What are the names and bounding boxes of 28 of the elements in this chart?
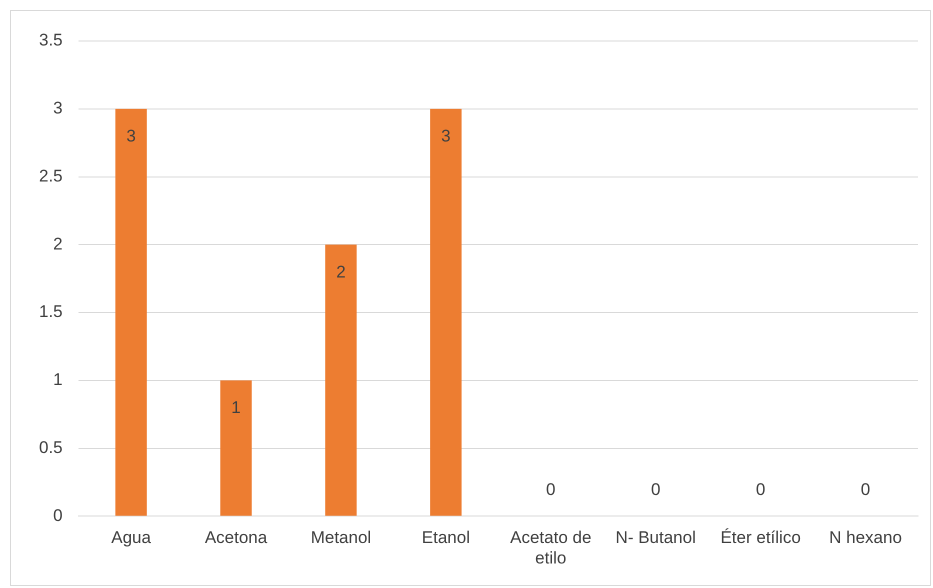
y-tick-label: 1 (53, 370, 63, 390)
data-label: 1 (231, 398, 241, 418)
bar (430, 108, 462, 516)
data-label: 0 (650, 480, 660, 499)
y-tick-label: 3 (53, 98, 63, 118)
x-tick-label: Acetato de etilo (510, 528, 592, 568)
x-tick-label: Metanol (310, 528, 372, 548)
data-label: 3 (441, 126, 451, 146)
y-tick-label: 0.5 (38, 438, 63, 457)
x-tick-label: Acetona (204, 528, 268, 548)
x-tick-label: Éter etílico (720, 528, 801, 548)
data-label: 0 (860, 480, 870, 499)
y-tick-label: 2.5 (38, 166, 63, 186)
bar (220, 380, 252, 516)
bar (325, 244, 357, 516)
y-tick-label: 3.5 (38, 30, 63, 50)
data-label: 2 (336, 262, 346, 282)
data-label: 3 (126, 126, 136, 146)
x-tick-label: N hexano (829, 528, 902, 548)
y-tick-label: 0 (53, 506, 63, 525)
data-label: 0 (546, 480, 556, 499)
x-tick-label: N- Butanol (616, 528, 696, 548)
x-tick-label: Etanol (422, 528, 470, 548)
y-tick-label: 1.5 (38, 302, 63, 322)
x-tick-label: Agua (111, 528, 152, 548)
bar (115, 108, 147, 516)
data-label: 0 (756, 480, 766, 499)
y-tick-label: 2 (53, 234, 63, 254)
